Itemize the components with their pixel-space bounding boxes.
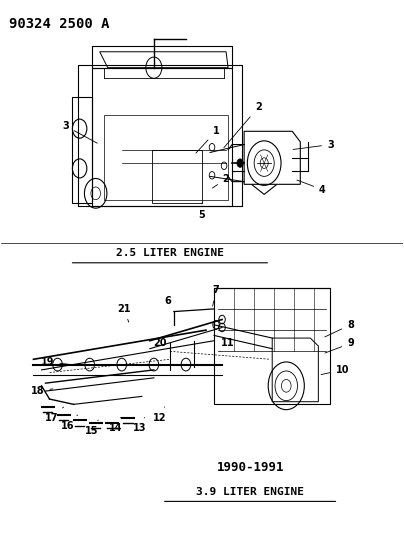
Text: 16: 16: [61, 415, 78, 431]
Text: 15: 15: [85, 420, 99, 436]
Text: 10: 10: [321, 365, 349, 375]
Text: 1: 1: [196, 126, 219, 153]
Text: 20: 20: [153, 338, 170, 349]
Circle shape: [237, 159, 243, 167]
Text: 3: 3: [62, 121, 97, 143]
Text: 1990-1991: 1990-1991: [217, 462, 284, 474]
Text: 3.9 LITER ENGINE: 3.9 LITER ENGINE: [196, 487, 304, 497]
Text: 2: 2: [224, 102, 261, 148]
Text: 5: 5: [199, 203, 205, 220]
Text: 8: 8: [325, 320, 354, 337]
Text: 9: 9: [325, 338, 354, 353]
Text: 6: 6: [164, 296, 175, 312]
Text: 2: 2: [213, 174, 229, 188]
Text: 3: 3: [293, 140, 334, 150]
Text: 4: 4: [297, 180, 326, 195]
Text: 18: 18: [31, 386, 53, 396]
Text: 2.5 LITER ENGINE: 2.5 LITER ENGINE: [116, 248, 224, 259]
Text: 7: 7: [213, 285, 219, 306]
Text: 11: 11: [220, 338, 235, 351]
Text: 12: 12: [153, 407, 166, 423]
Text: 90324 2500 A: 90324 2500 A: [9, 17, 110, 31]
Text: 13: 13: [133, 417, 147, 433]
Text: 21: 21: [117, 304, 130, 322]
Text: 14: 14: [109, 417, 122, 433]
Text: 19: 19: [41, 357, 69, 367]
Text: 17: 17: [45, 407, 63, 423]
